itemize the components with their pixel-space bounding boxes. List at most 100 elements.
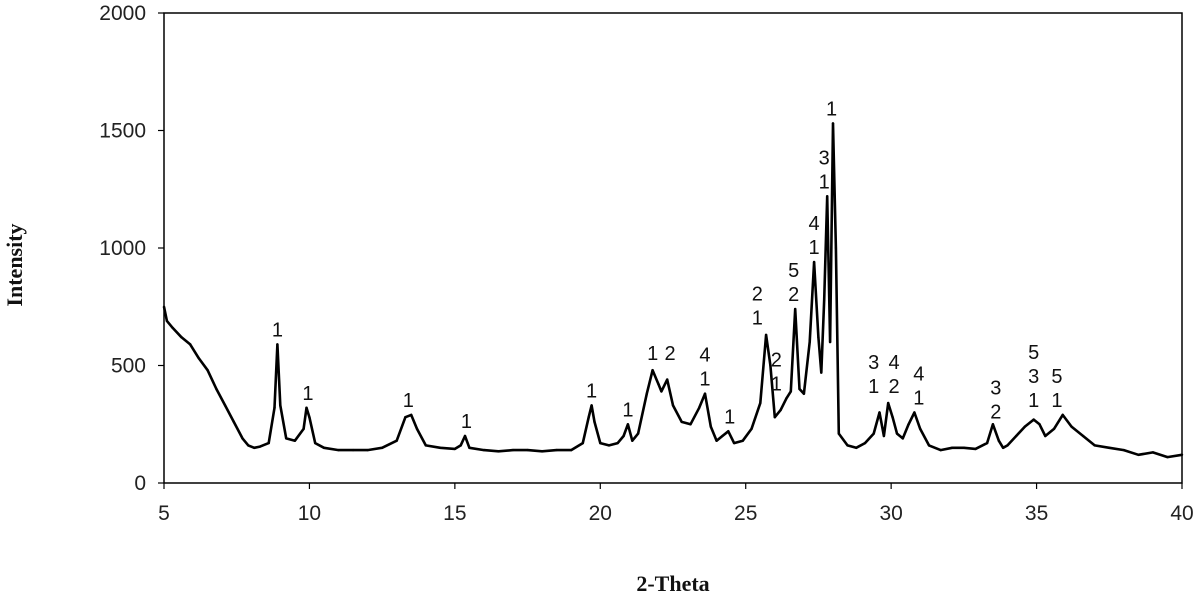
plot-frame xyxy=(163,12,1183,484)
data-point xyxy=(1044,434,1047,438)
x-tick-label: 5 xyxy=(158,502,170,525)
peak-label: 4 xyxy=(699,345,710,367)
data-point xyxy=(424,444,427,447)
data-point xyxy=(991,423,995,426)
peak-label: 1 xyxy=(272,319,283,341)
data-point xyxy=(715,439,718,442)
peak-label: 1 xyxy=(809,237,820,259)
data-point xyxy=(279,404,282,407)
data-point xyxy=(314,441,317,445)
data-point xyxy=(453,447,457,451)
data-point xyxy=(593,420,596,424)
data-point xyxy=(1006,444,1009,447)
data-point xyxy=(189,343,192,346)
data-point xyxy=(337,448,340,452)
data-point xyxy=(463,434,467,438)
data-point xyxy=(1137,453,1140,456)
data-point xyxy=(872,432,875,435)
data-point xyxy=(293,439,297,442)
data-point xyxy=(468,446,471,449)
data-point xyxy=(855,446,858,449)
data-point xyxy=(410,413,413,417)
data-point xyxy=(570,448,573,452)
data-point xyxy=(607,444,611,447)
data-point xyxy=(913,411,916,414)
x-axis-title: 2-Theta xyxy=(636,571,709,596)
data-point xyxy=(831,122,835,125)
data-point xyxy=(247,444,250,447)
data-point xyxy=(590,404,593,407)
data-point xyxy=(689,423,692,426)
data-point xyxy=(907,423,910,426)
data-point xyxy=(206,369,209,372)
data-point xyxy=(439,446,442,449)
peak-label: 1 xyxy=(1028,390,1039,412)
data-point xyxy=(826,195,829,198)
peak-label: 3 xyxy=(990,378,1001,400)
x-tick-label: 25 xyxy=(734,502,757,525)
peak-label: 5 xyxy=(1028,342,1039,364)
data-point xyxy=(631,439,634,442)
data-point xyxy=(395,439,398,442)
peak-label: 3 xyxy=(868,352,879,374)
data-point xyxy=(1023,425,1027,428)
data-point xyxy=(540,450,544,453)
data-point xyxy=(882,434,886,438)
data-point xyxy=(1151,451,1155,454)
peak-label: 1 xyxy=(913,388,924,410)
peak-label: 2 xyxy=(665,343,676,365)
data-point xyxy=(1108,446,1111,449)
axes xyxy=(163,12,1183,484)
data-point xyxy=(828,340,832,344)
data-point xyxy=(671,404,675,407)
peak-label: 1 xyxy=(771,373,782,395)
data-point xyxy=(587,416,590,419)
data-point xyxy=(258,445,262,448)
data-point xyxy=(798,387,801,391)
data-point xyxy=(773,416,776,419)
data-point xyxy=(846,444,849,447)
data-point xyxy=(927,444,931,447)
peak-label: 2 xyxy=(771,349,782,371)
data-point xyxy=(1032,418,1035,421)
data-point xyxy=(794,307,797,311)
data-point xyxy=(666,378,669,381)
data-point xyxy=(895,432,899,435)
peak-label: 5 xyxy=(1051,366,1062,388)
peak-label: 4 xyxy=(888,352,899,374)
peak-label: 1 xyxy=(752,308,763,330)
peak-label: 3 xyxy=(819,147,830,169)
data-point xyxy=(366,448,369,452)
data-point xyxy=(1038,423,1041,426)
data-point xyxy=(657,383,660,386)
data-point xyxy=(939,448,942,452)
data-point xyxy=(459,444,462,447)
data-point xyxy=(802,392,806,395)
data-point xyxy=(651,369,654,372)
data-point xyxy=(1166,455,1169,459)
data-point xyxy=(253,446,256,449)
peak-label: 1 xyxy=(302,383,313,405)
x-tick-label: 20 xyxy=(589,502,612,525)
series-layer xyxy=(162,122,1184,459)
peak-label: 1 xyxy=(647,343,658,365)
peak-label: 4 xyxy=(809,213,820,235)
data-point xyxy=(962,446,966,449)
data-point xyxy=(709,425,712,428)
y-tick-label: 0 xyxy=(134,472,146,495)
x-tick-label: 30 xyxy=(879,502,902,525)
x-tick-label: 15 xyxy=(443,502,466,525)
data-point xyxy=(482,448,486,452)
peak-label: 2 xyxy=(888,376,899,398)
y-tick-label: 1500 xyxy=(99,120,146,143)
data-point xyxy=(380,446,384,449)
data-point xyxy=(817,336,820,339)
peak-label: 1 xyxy=(819,171,830,193)
data-point xyxy=(789,390,792,393)
data-point xyxy=(404,416,407,419)
peak-label: 1 xyxy=(622,399,633,421)
data-point xyxy=(891,416,894,419)
data-point xyxy=(215,387,218,391)
